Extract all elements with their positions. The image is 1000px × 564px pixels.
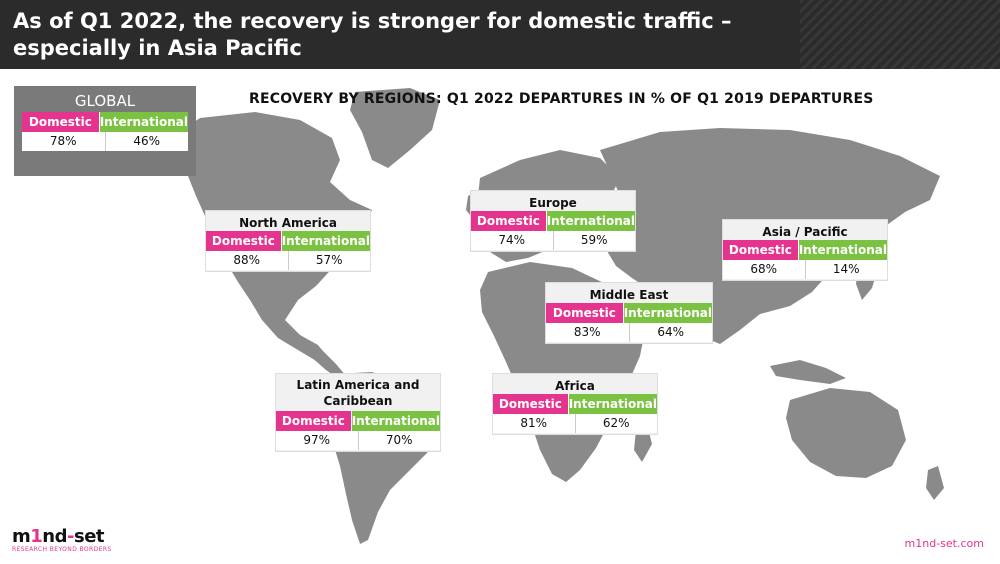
region-name: Africa — [555, 379, 595, 393]
global-international-value: 46% — [105, 132, 188, 151]
international-label: International — [351, 411, 440, 431]
region-name: North America — [239, 216, 337, 230]
international-label: International — [281, 231, 370, 251]
chart-subtitle: RECOVERY BY REGIONS: Q1 2022 DEPARTURES … — [249, 91, 874, 107]
logo-wordmark: m1nd-set — [12, 526, 105, 547]
region-box-europe: Europe Domestic International 74% 59% — [470, 190, 636, 252]
region-value-row: 83% 64% — [546, 323, 712, 342]
international-label: International — [99, 112, 188, 132]
international-label: International — [546, 211, 635, 231]
region-name: Europe — [529, 196, 577, 210]
domestic-value: 97% — [276, 431, 359, 450]
region-name: Middle East — [589, 288, 669, 302]
domestic-label: Domestic — [493, 394, 569, 414]
global-domestic-value: 78% — [22, 132, 106, 151]
region-value-row: 97% 70% — [276, 431, 440, 450]
domestic-value: 74% — [471, 231, 554, 250]
title-bar-stripe — [800, 0, 1000, 69]
region-header-row: Domestic International — [546, 303, 712, 323]
domestic-value: 83% — [546, 323, 630, 342]
domestic-label: Domestic — [546, 303, 624, 323]
international-label: International — [798, 240, 887, 260]
global-value-row: 78% 46% — [22, 132, 188, 151]
international-value: 57% — [288, 251, 370, 270]
region-value-row: 81% 62% — [493, 414, 657, 433]
central-america-shape — [298, 336, 346, 380]
region-value-row: 88% 57% — [206, 251, 370, 270]
page-title: As of Q1 2022, the recovery is stronger … — [13, 9, 732, 60]
international-label: International — [623, 303, 712, 323]
region-header-row: Domestic International — [723, 240, 887, 260]
domestic-label: Domestic — [723, 240, 799, 260]
region-name: Latin America and Caribbean — [296, 378, 420, 408]
domestic-value: 88% — [206, 251, 289, 270]
logo-tagline: RESEARCH BEYOND BORDERS — [12, 546, 112, 553]
australia-shape — [786, 388, 906, 478]
region-box-north-america: North America Domestic International 88%… — [205, 210, 371, 272]
region-header-row: Domestic International — [493, 394, 657, 414]
international-value: 59% — [553, 231, 635, 250]
region-value-row: 68% 14% — [723, 260, 887, 279]
region-header-row: Domestic International — [206, 231, 370, 251]
region-header-row: Domestic International — [471, 211, 635, 231]
greenland-shape — [350, 88, 440, 168]
new-zealand-shape — [926, 466, 944, 500]
footer-url-link[interactable]: m1nd-set.com — [904, 537, 984, 550]
domestic-value: 81% — [493, 414, 576, 433]
region-box-africa: Africa Domestic International 81% 62% — [492, 373, 658, 435]
region-name: Asia / Pacific — [762, 225, 848, 239]
domestic-label: Domestic — [206, 231, 282, 251]
region-box-asia-pacific: Asia / Pacific Domestic International 68… — [722, 219, 888, 281]
domestic-label: Domestic — [276, 411, 352, 431]
region-header-row: Domestic International — [276, 411, 440, 431]
title-bar: As of Q1 2022, the recovery is stronger … — [0, 0, 1000, 69]
region-box-middle-east: Middle East Domestic International 83% 6… — [545, 282, 713, 344]
region-box-latin-america: Latin America and Caribbean Domestic Int… — [275, 373, 441, 452]
indonesia-shape — [770, 360, 846, 384]
international-value: 70% — [358, 431, 440, 450]
domestic-label: Domestic — [471, 211, 547, 231]
brand-logo: m1nd-set RESEARCH BEYOND BORDERS — [12, 528, 122, 556]
region-value-row: 74% 59% — [471, 231, 635, 250]
international-value: 64% — [629, 323, 712, 342]
global-label: GLOBAL — [74, 92, 136, 110]
global-box: GLOBAL Domestic International 78% 46% — [14, 86, 196, 176]
international-value: 14% — [805, 260, 887, 279]
international-label: International — [568, 394, 657, 414]
global-header-row: Domestic International — [22, 112, 188, 132]
international-value: 62% — [575, 414, 657, 433]
domestic-label: Domestic — [22, 112, 100, 132]
domestic-value: 68% — [723, 260, 806, 279]
